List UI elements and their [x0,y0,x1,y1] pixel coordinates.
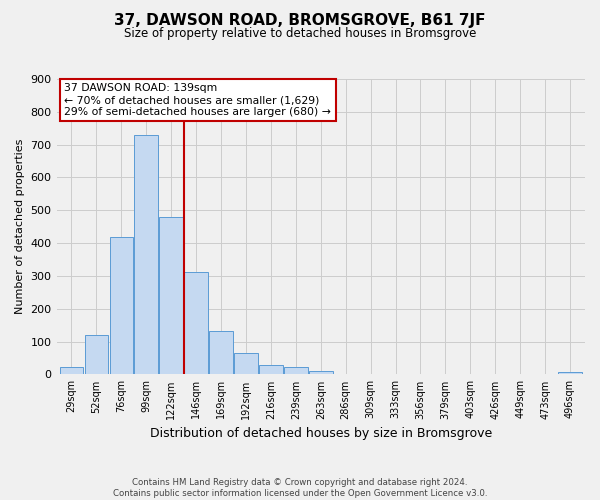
Bar [184,272,208,374]
Bar [134,135,158,374]
X-axis label: Distribution of detached houses by size in Bromsgrove: Distribution of detached houses by size … [149,427,492,440]
Bar [284,367,308,374]
Bar [160,217,183,374]
Bar [309,371,332,374]
Text: 37 DAWSON ROAD: 139sqm
← 70% of detached houses are smaller (1,629)
29% of semi-: 37 DAWSON ROAD: 139sqm ← 70% of detached… [64,84,331,116]
Bar [110,237,133,374]
Bar [234,353,258,374]
Text: 37, DAWSON ROAD, BROMSGROVE, B61 7JF: 37, DAWSON ROAD, BROMSGROVE, B61 7JF [114,12,486,28]
Text: Size of property relative to detached houses in Bromsgrove: Size of property relative to detached ho… [124,28,476,40]
Text: Contains HM Land Registry data © Crown copyright and database right 2024.
Contai: Contains HM Land Registry data © Crown c… [113,478,487,498]
Bar [85,335,108,374]
Bar [209,331,233,374]
Bar [558,372,582,374]
Bar [259,365,283,374]
Y-axis label: Number of detached properties: Number of detached properties [15,139,25,314]
Bar [59,367,83,374]
